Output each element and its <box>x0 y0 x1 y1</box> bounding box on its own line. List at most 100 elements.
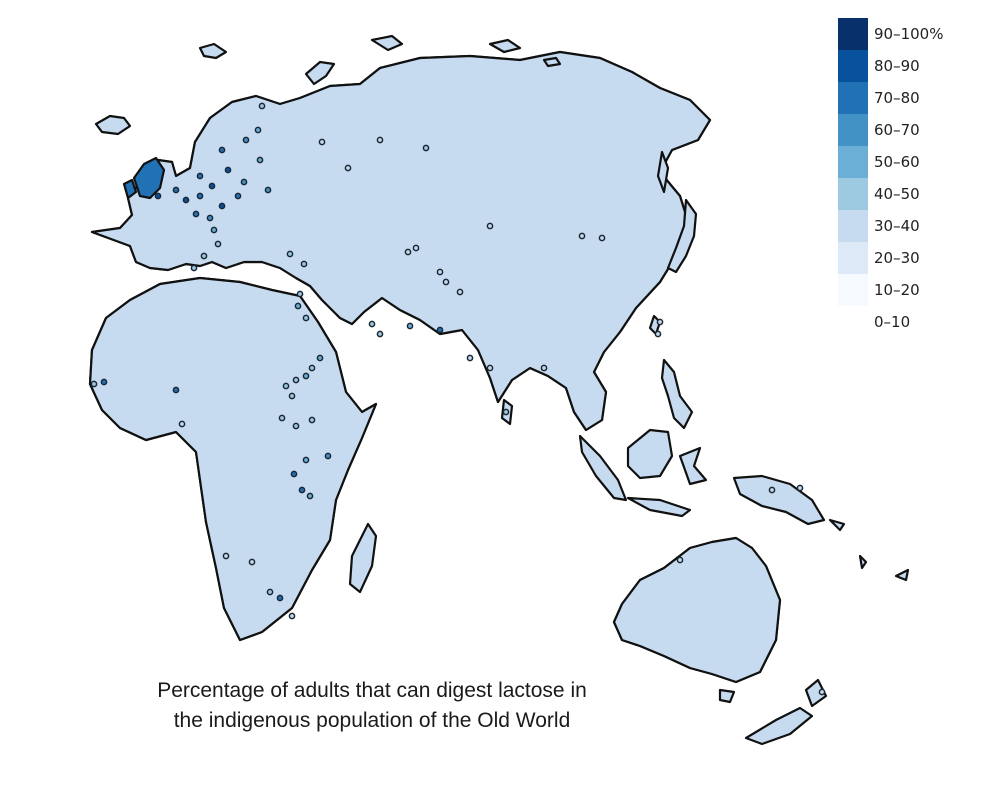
sample-site-marker <box>234 192 242 200</box>
sample-site-marker <box>818 688 826 696</box>
legend-swatch <box>838 242 868 274</box>
legend-label: 50–60 <box>874 153 920 171</box>
sample-site-marker <box>796 484 804 492</box>
sample-site-marker <box>288 612 296 620</box>
sample-site-marker <box>298 486 306 494</box>
sample-site-marker <box>218 146 226 154</box>
sample-site-marker <box>240 178 248 186</box>
philippines-landmass <box>660 358 694 430</box>
sample-site-marker <box>308 364 316 372</box>
sample-site-marker <box>208 182 216 190</box>
sample-site-marker <box>200 252 208 260</box>
sample-site-marker <box>540 364 548 372</box>
sample-site-marker <box>192 210 200 218</box>
sample-site-marker <box>190 264 198 272</box>
java-landmass <box>626 496 692 518</box>
sample-site-marker <box>486 364 494 372</box>
novaya-zemlya-landmass <box>304 60 336 86</box>
legend-label: 60–70 <box>874 121 920 139</box>
sample-site-marker <box>376 136 384 144</box>
legend-label: 0–10 <box>874 313 910 331</box>
sample-site-marker <box>412 244 420 252</box>
sample-site-marker <box>256 156 264 164</box>
vanuatu-landmass <box>858 554 868 570</box>
legend-label: 40–50 <box>874 185 920 203</box>
new-guinea-landmass <box>732 474 826 526</box>
islands <box>94 34 910 746</box>
sample-site-marker <box>406 322 414 330</box>
severnaya-zemlya-landmass <box>370 34 404 52</box>
legend-swatch <box>838 18 868 50</box>
sample-site-marker <box>182 196 190 204</box>
land-outlines <box>88 50 782 684</box>
uk-landmass <box>132 156 166 200</box>
ireland-landmass <box>122 178 138 200</box>
wrangel-landmass <box>542 56 562 68</box>
legend-label: 10–20 <box>874 281 920 299</box>
sample-site-marker <box>598 234 606 242</box>
sample-site-marker <box>248 558 256 566</box>
sample-site-marker <box>282 382 290 390</box>
legend-swatch <box>838 50 868 82</box>
map-caption: Percentage of adults that can digest lac… <box>118 676 626 736</box>
new-zealand-north-landmass <box>804 678 828 708</box>
sample-site-marker <box>768 486 776 494</box>
sample-site-marker <box>286 250 294 258</box>
sample-site-marker <box>210 226 218 234</box>
legend-swatch <box>838 274 868 306</box>
sample-site-marker <box>100 378 108 386</box>
solomon-islands-landmass <box>828 518 846 532</box>
legend: 90–100% 80–90 70–80 60–70 50–60 40–50 30–40 20–… <box>838 18 943 338</box>
sample-site-marker <box>278 414 286 422</box>
sample-site-marker <box>316 354 324 362</box>
madagascar-landmass <box>348 522 378 594</box>
legend-swatch <box>838 210 868 242</box>
sakhalin-landmass <box>656 150 670 194</box>
sample-site-marker <box>404 248 412 256</box>
sample-site-marker <box>368 320 376 328</box>
legend-label: 90–100% <box>874 25 943 43</box>
legend-label: 30–40 <box>874 217 920 235</box>
legend-label: 80–90 <box>874 57 920 75</box>
new-siberian-islands-landmass <box>488 38 522 54</box>
sample-site-marker <box>218 202 226 210</box>
japan-landmass <box>666 198 698 274</box>
svalbard-landmass <box>198 42 228 60</box>
legend-swatch <box>838 306 868 338</box>
sample-site-marker <box>288 392 296 400</box>
sulawesi-landmass <box>678 446 708 486</box>
sample-site-marker <box>422 144 430 152</box>
tasmania-landmass <box>718 688 736 704</box>
sample-site-marker <box>254 126 262 134</box>
borneo-landmass <box>626 428 674 480</box>
sample-site-marker <box>456 288 464 296</box>
sample-site-marker <box>266 588 274 596</box>
legend-label: 20–30 <box>874 249 920 267</box>
sample-site-marker <box>436 326 444 334</box>
sample-site-marker <box>466 354 474 362</box>
sample-site-marker <box>294 302 302 310</box>
sample-site-marker <box>344 164 352 172</box>
sample-site-marker <box>292 422 300 430</box>
sample-site-marker <box>296 290 304 298</box>
sample-site-marker <box>90 380 98 388</box>
sample-site-marker <box>290 470 298 478</box>
sample-site-marker <box>292 376 300 384</box>
sample-site-marker <box>264 186 272 194</box>
sample-site-marker <box>206 214 214 222</box>
legend-swatch <box>838 82 868 114</box>
sample-site-marker <box>302 372 310 380</box>
sample-site-marker <box>676 556 684 564</box>
legend-swatch <box>838 178 868 210</box>
sample-site-marker <box>242 136 250 144</box>
sample-site-marker <box>214 240 222 248</box>
caption-line-2: the indigenous population of the Old Wor… <box>173 709 571 732</box>
sample-site-marker <box>436 268 444 276</box>
sample-site-marker <box>222 552 230 560</box>
sample-site-marker <box>486 222 494 230</box>
sample-site-marker <box>578 232 586 240</box>
legend-swatch <box>838 114 868 146</box>
sample-site-marker <box>376 330 384 338</box>
